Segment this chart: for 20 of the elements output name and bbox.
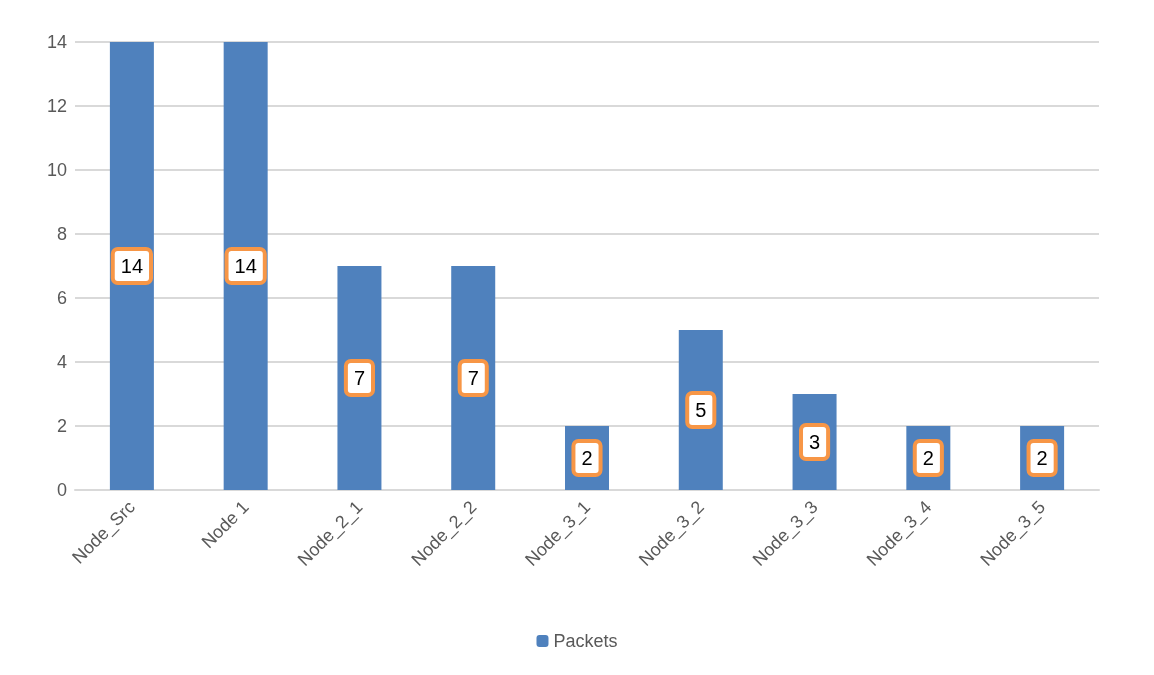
y-tick-label: 10: [46, 160, 67, 180]
data-label: 7: [467, 367, 479, 389]
y-tick-label: 14: [46, 32, 67, 52]
data-label: 5: [695, 399, 707, 421]
y-tick-label: 12: [46, 96, 67, 116]
data-label: 3: [808, 431, 821, 453]
data-label: 2: [1036, 447, 1048, 469]
bar: [223, 42, 268, 490]
bar: [109, 42, 154, 490]
legend-label: Packets: [553, 631, 618, 651]
data-label: 2: [581, 447, 593, 469]
y-tick-label: 8: [56, 224, 67, 244]
data-label: 2: [922, 447, 934, 469]
y-tick-label: 6: [56, 288, 67, 308]
data-label: 7: [353, 367, 366, 389]
y-tick-label: 4: [56, 352, 67, 372]
data-label: 14: [234, 255, 257, 277]
y-tick-label: 0: [56, 480, 67, 500]
y-tick-label: 2: [56, 416, 67, 436]
data-label: 14: [120, 255, 144, 277]
